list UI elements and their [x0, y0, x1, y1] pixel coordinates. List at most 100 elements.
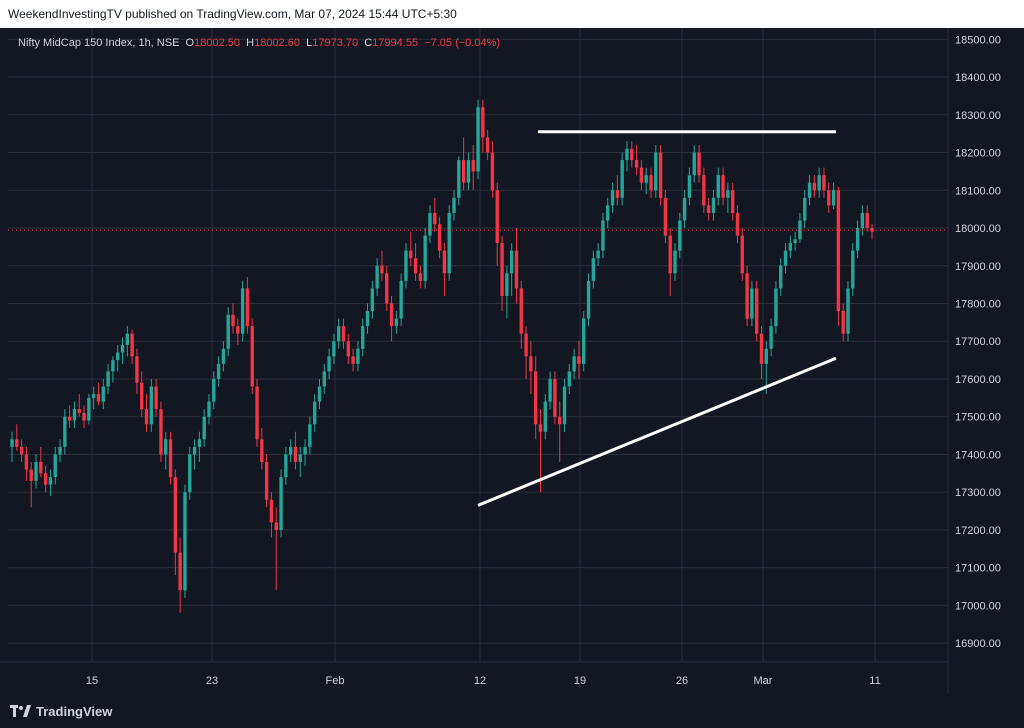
- candle-body: [120, 345, 125, 353]
- candle-body: [745, 273, 749, 319]
- candle-body: [783, 250, 788, 266]
- candle-body: [476, 107, 480, 172]
- candle-body: [437, 224, 442, 251]
- candle-body: [428, 212, 432, 236]
- candle-body: [798, 220, 802, 240]
- candle-body: [855, 228, 860, 251]
- price-axis[interactable]: 18500.00 18400.00 18300.00 18200.00 18100.00…: [947, 28, 1001, 694]
- candle-body: [67, 416, 72, 421]
- open-value: 18002.50: [194, 37, 240, 49]
- candle-body: [630, 148, 634, 161]
- candle-body: [10, 439, 14, 447]
- high-value: 18002.60: [254, 37, 300, 49]
- candle-body: [534, 371, 538, 425]
- y-tick-label: 18400.00: [955, 72, 1001, 84]
- candle-body: [759, 333, 764, 364]
- candle-body: [101, 386, 105, 402]
- x-tick-label: 11: [869, 675, 880, 687]
- candle-body: [34, 461, 38, 481]
- candle-body: [682, 197, 687, 221]
- candle-body: [606, 205, 610, 221]
- candle-body: [404, 250, 408, 281]
- candlestick-chart[interactable]: 18500.00 18400.00 18300.00 18200.00 18100.00…: [0, 28, 1024, 694]
- candle-body: [865, 212, 869, 229]
- candle-body: [644, 175, 648, 183]
- candle-body: [634, 160, 639, 168]
- candle-body: [779, 265, 783, 289]
- candle-body: [130, 333, 134, 357]
- candle-body: [812, 182, 817, 191]
- candle-body: [341, 326, 346, 342]
- candle-body: [394, 318, 399, 327]
- candle-body: [231, 314, 235, 327]
- candle-body: [264, 461, 269, 500]
- x-tick-label: 23: [206, 675, 218, 687]
- chart-area[interactable]: 18500.00 18400.00 18300.00 18200.00 18100.00…: [0, 28, 1024, 694]
- time-axis[interactable]: 15 23 Feb 12 19 26 Mar 11: [0, 661, 948, 687]
- publisher-text: WeekendInvestingTV published on TradingV…: [8, 7, 457, 21]
- y-tick-label: 18500.00: [955, 34, 1001, 46]
- x-tick-label: 15: [86, 675, 98, 687]
- candle-body: [529, 356, 533, 372]
- candle-body: [505, 273, 509, 296]
- candle-body: [48, 477, 53, 485]
- candle-body: [702, 175, 706, 206]
- candle-body: [82, 412, 86, 421]
- candle-body: [721, 175, 725, 198]
- candle-body: [538, 424, 543, 432]
- candle-body: [831, 190, 836, 206]
- candle-body: [284, 454, 288, 478]
- candle-body: [327, 356, 331, 372]
- candle-body: [567, 371, 571, 387]
- candle-body: [413, 258, 418, 274]
- change-value: −7.05 (−0.04%): [424, 37, 501, 49]
- candle-body: [332, 341, 336, 357]
- candle-body: [58, 446, 62, 455]
- candle-body: [601, 220, 605, 251]
- candle-body: [144, 409, 149, 425]
- candle-body: [433, 212, 437, 225]
- candle-body: [514, 250, 519, 289]
- candle-body: [639, 167, 644, 183]
- candle-body: [509, 250, 514, 274]
- candle-body: [490, 152, 495, 191]
- candle-body: [769, 326, 773, 349]
- candle-body: [663, 197, 668, 236]
- candle-body: [337, 326, 341, 342]
- candle-body: [452, 197, 456, 213]
- candle-body: [168, 439, 173, 478]
- candle-body: [457, 160, 461, 198]
- candle-body: [658, 152, 663, 198]
- candle-body: [409, 250, 413, 259]
- candle-body: [461, 160, 466, 183]
- candle-body: [524, 333, 528, 357]
- candle-body: [442, 250, 447, 274]
- candle-body: [548, 378, 552, 402]
- close-value: 17994.55: [372, 37, 419, 49]
- candle-body: [317, 386, 322, 402]
- close-label: C: [364, 37, 373, 49]
- candle-body: [827, 190, 831, 206]
- candle-body: [236, 326, 240, 334]
- candle-body: [495, 190, 499, 244]
- candle-body: [735, 212, 740, 236]
- candle-body: [39, 461, 43, 474]
- low-label: L: [306, 37, 313, 49]
- candle-body: [192, 446, 197, 455]
- candle-body: [216, 363, 221, 379]
- y-tick-label: 17700.00: [955, 336, 1001, 348]
- tradingview-logo-icon[interactable]: [10, 705, 32, 717]
- candle-body: [188, 454, 192, 493]
- publisher-bar: WeekendInvestingTV published on TradingV…: [0, 0, 1024, 28]
- candle-body: [726, 190, 730, 198]
- trendlines: [8, 130, 948, 507]
- candle-body: [678, 220, 682, 251]
- candle-body: [687, 175, 692, 198]
- candle-body: [750, 288, 754, 319]
- brand-name[interactable]: TradingView: [36, 703, 113, 719]
- candle-body: [274, 522, 278, 530]
- candle-body: [846, 288, 850, 334]
- candle-body: [817, 175, 821, 191]
- candle-body: [356, 348, 360, 364]
- candle-body: [111, 360, 115, 372]
